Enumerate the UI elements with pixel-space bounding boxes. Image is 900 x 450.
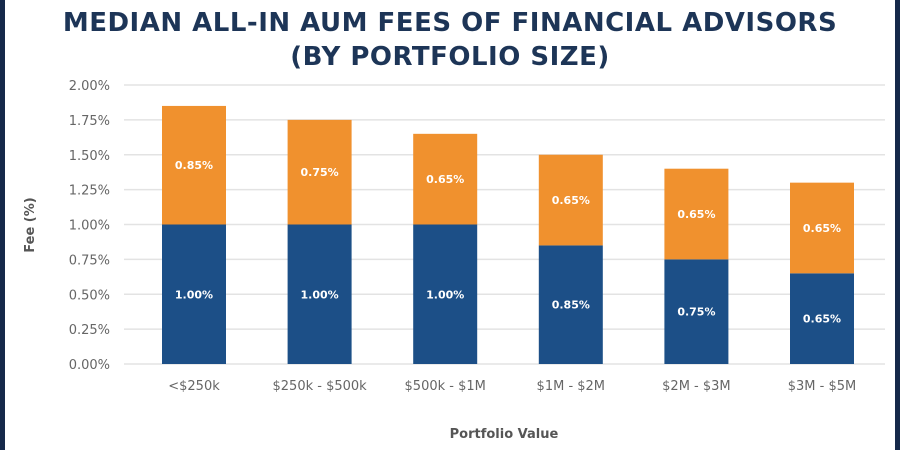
bar-segment [664, 259, 729, 364]
x-tick-label: $3M - $5M [788, 379, 856, 394]
data-label: 1.00% [426, 288, 464, 301]
y-tick-label: 0.25% [69, 323, 110, 338]
y-tick-label: 0.00% [69, 358, 110, 373]
right-border [895, 0, 900, 450]
data-label: 1.00% [301, 288, 339, 301]
y-tick-label: 1.00% [69, 219, 110, 234]
chart-title: MEDIAN ALL-IN AUM FEES OF FINANCIAL ADVI… [0, 6, 900, 74]
bar-segment [413, 133, 478, 225]
data-label: 1.00% [175, 288, 213, 301]
data-label: 0.75% [301, 166, 339, 179]
y-tick-label: 1.50% [69, 149, 110, 164]
x-tick-label: $500k - $1M [405, 379, 486, 394]
x-tick-label: <$250k [168, 379, 220, 394]
y-tick-label: 1.75% [69, 114, 110, 129]
chart-title-line-1: MEDIAN ALL-IN AUM FEES OF FINANCIAL ADVI… [62, 8, 838, 38]
bar-segment [162, 105, 226, 225]
bar-segment [538, 154, 603, 246]
data-label: 0.65% [426, 173, 464, 186]
y-tick-label: 1.25% [69, 184, 110, 199]
y-tick-label: 2.00% [69, 79, 110, 94]
data-label: 0.85% [175, 159, 213, 172]
bar-segment [413, 224, 478, 364]
data-label: 0.65% [552, 194, 590, 207]
x-axis-label: Portfolio Value [450, 427, 559, 442]
bar-segment [287, 224, 352, 364]
data-label: 0.75% [677, 306, 715, 319]
left-border [0, 0, 5, 450]
data-label: 0.85% [552, 299, 590, 312]
y-axis-label: Fee (%) [23, 197, 38, 252]
bar-segment [790, 273, 854, 364]
data-label: 0.65% [803, 313, 841, 326]
bar-segment [664, 168, 729, 260]
y-tick-label: 0.75% [69, 253, 110, 268]
bar-segment [287, 119, 352, 225]
x-tick-label: $1M - $2M [537, 379, 605, 394]
x-tick-label: $2M - $3M [662, 379, 730, 394]
chart-title-line-2: (BY PORTFOLIO SIZE) [290, 42, 610, 72]
bar-segment [790, 182, 854, 274]
y-tick-label: 0.50% [69, 288, 110, 303]
bar-segment [538, 245, 603, 364]
x-tick-label: $250k - $500k [273, 379, 368, 394]
data-label: 0.65% [803, 222, 841, 235]
bar-segment [162, 224, 226, 364]
data-label: 0.65% [677, 208, 715, 221]
